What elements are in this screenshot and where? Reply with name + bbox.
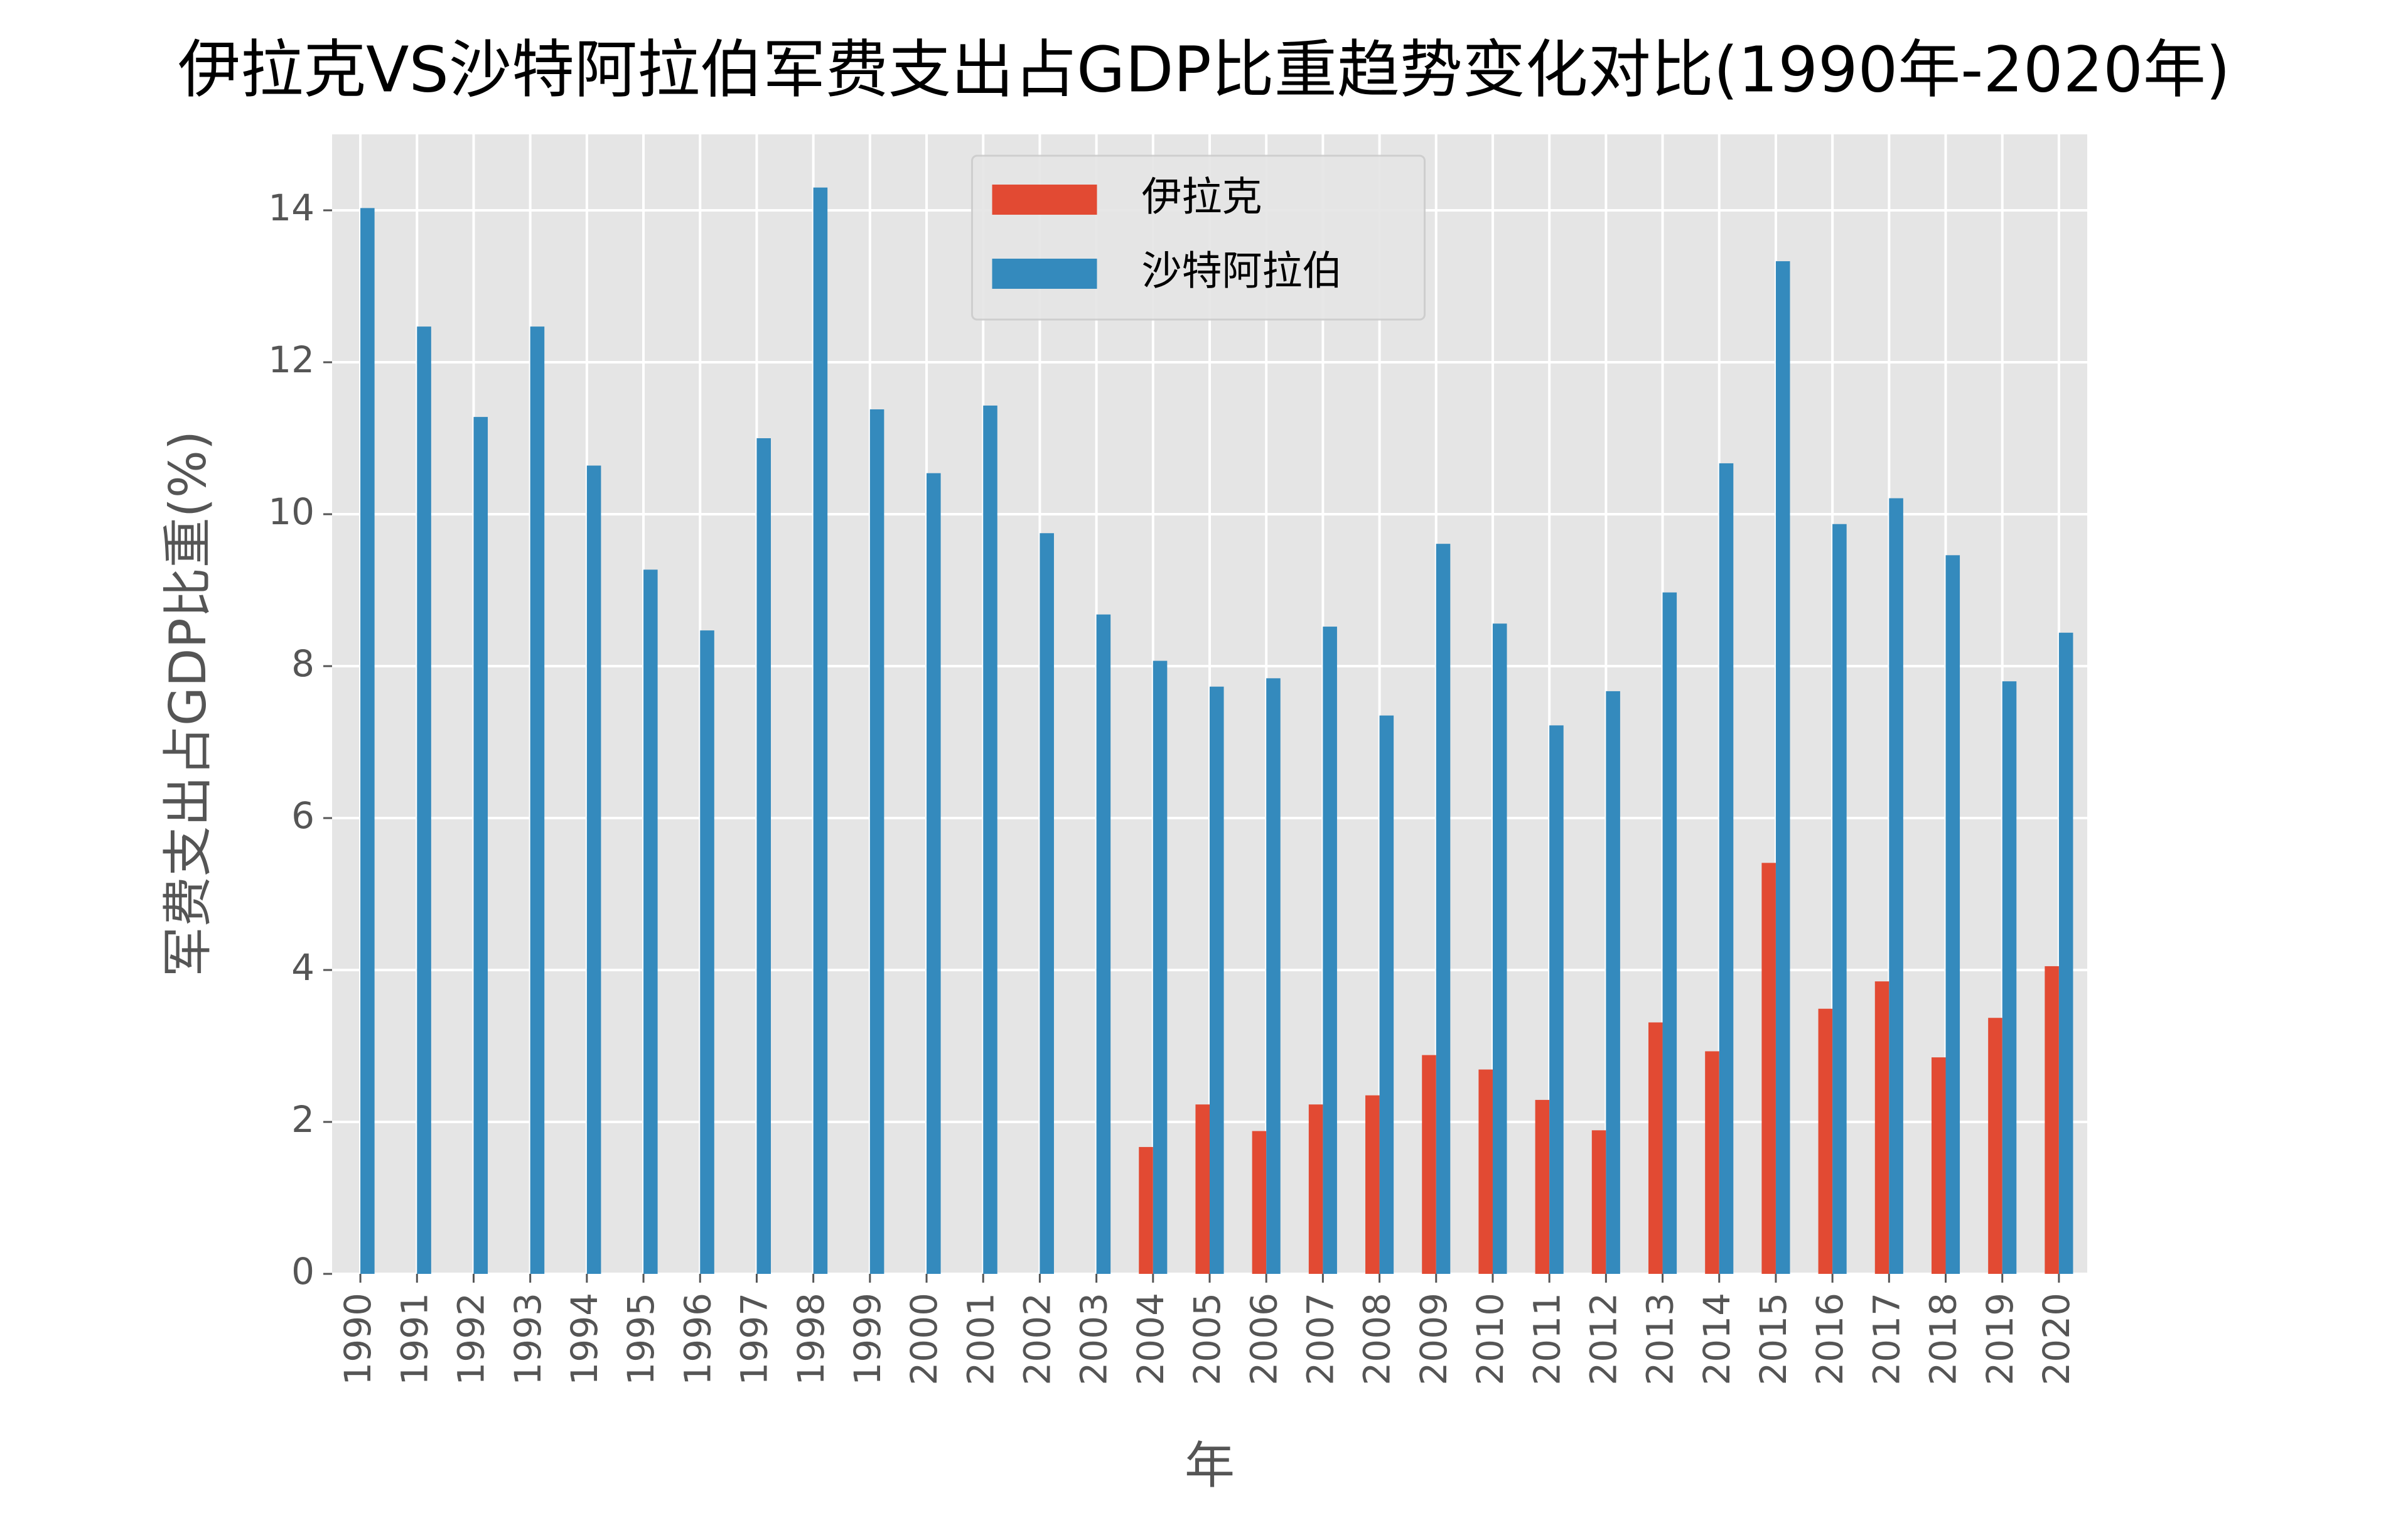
- bar: [1308, 1104, 1323, 1274]
- bar: [530, 326, 545, 1274]
- legend-label: 沙特阿拉伯: [1142, 249, 1343, 295]
- y-tick-label: 14: [268, 186, 314, 229]
- x-tick-label: 1995: [620, 1293, 662, 1386]
- y-axis-label: 军费支出占GDP比重(%): [159, 431, 217, 977]
- bar: [1719, 463, 1734, 1274]
- bar: [2002, 681, 2017, 1274]
- bar: [2058, 632, 2073, 1274]
- bar: [1040, 533, 1054, 1274]
- x-tick-label: 1999: [846, 1293, 889, 1386]
- bar: [473, 417, 488, 1274]
- x-tick-label: 2015: [1752, 1293, 1795, 1386]
- x-tick-label: 2016: [1809, 1293, 1851, 1386]
- x-tick-label: 2003: [1073, 1293, 1115, 1386]
- bar: [1535, 1099, 1550, 1274]
- bar: [360, 208, 375, 1274]
- x-tick-label: 2008: [1356, 1293, 1399, 1386]
- y-tick-label: 2: [291, 1098, 314, 1141]
- x-tick-label: 2011: [1525, 1293, 1568, 1386]
- bar: [643, 569, 658, 1274]
- x-tick-label: 2020: [2035, 1293, 2078, 1386]
- x-tick-label: 1993: [507, 1293, 549, 1386]
- bar: [700, 630, 714, 1274]
- bar: [1153, 660, 1168, 1274]
- legend-swatch: [992, 185, 1097, 215]
- y-tick-label: 4: [291, 946, 314, 989]
- x-tick-label: 1996: [676, 1293, 719, 1386]
- bar: [1648, 1022, 1663, 1274]
- bar: [1818, 1008, 1833, 1274]
- bar: [1705, 1051, 1719, 1274]
- x-tick-label: 2017: [1865, 1293, 1908, 1386]
- x-tick-label: 2012: [1582, 1293, 1625, 1386]
- x-tick-label: 1998: [790, 1293, 832, 1386]
- bar: [1606, 691, 1620, 1274]
- bar: [1252, 1131, 1267, 1274]
- bar: [586, 465, 601, 1274]
- x-tick-label: 2014: [1696, 1293, 1738, 1386]
- bar: [417, 326, 431, 1274]
- x-tick-label: 1991: [393, 1293, 436, 1386]
- x-tick-label: 1992: [450, 1293, 493, 1386]
- x-tick-label: 2010: [1469, 1293, 1512, 1386]
- x-axis-label: 年: [1185, 1436, 1235, 1495]
- x-tick-label: 2009: [1412, 1293, 1455, 1386]
- bar: [1775, 261, 1790, 1274]
- bar: [813, 187, 828, 1274]
- x-tick-label: 2013: [1639, 1293, 1682, 1386]
- bar: [1210, 686, 1224, 1274]
- bar: [1266, 678, 1281, 1274]
- x-tick-label: 2006: [1242, 1293, 1285, 1386]
- bar: [1988, 1018, 2002, 1274]
- x-tick-label: 2002: [1016, 1293, 1059, 1386]
- bar: [1096, 614, 1111, 1274]
- chart-title: 伊拉克VS沙特阿拉伯军费支出占GDP比重趋势变化对比(1990年-2020年): [178, 33, 2230, 106]
- x-tick-label: 2005: [1186, 1293, 1228, 1386]
- bar: [1195, 1104, 1210, 1274]
- x-tick-label: 1990: [336, 1293, 379, 1386]
- bar: [1931, 1057, 1946, 1274]
- bar: [1379, 715, 1394, 1274]
- bar: [1139, 1146, 1153, 1274]
- bar: [1591, 1130, 1606, 1274]
- y-tick-label: 12: [268, 338, 314, 381]
- bar: [756, 438, 771, 1274]
- y-tick-label: 6: [291, 794, 314, 837]
- bar: [1478, 1069, 1493, 1274]
- legend-swatch: [992, 259, 1097, 289]
- bar: [1832, 524, 1847, 1274]
- bar: [1761, 863, 1776, 1274]
- y-tick-label: 0: [291, 1250, 314, 1293]
- bar: [927, 473, 941, 1274]
- bar: [1945, 555, 1960, 1274]
- x-tick-label: 2000: [903, 1293, 945, 1386]
- bar: [1549, 725, 1564, 1274]
- x-tick-label: 1994: [563, 1293, 606, 1386]
- bar: [1365, 1095, 1380, 1274]
- y-tick-label: 10: [268, 490, 314, 533]
- legend-label: 伊拉克: [1142, 175, 1262, 221]
- x-tick-label: 2004: [1129, 1293, 1172, 1386]
- bar: [1874, 981, 1889, 1274]
- bar: [1889, 498, 1903, 1274]
- x-tick-label: 2001: [959, 1293, 1002, 1386]
- bar: [1492, 623, 1507, 1274]
- x-tick-label: 2019: [1979, 1293, 2021, 1386]
- bar: [1323, 627, 1337, 1274]
- bar: [1662, 592, 1677, 1274]
- bar: [2045, 966, 2059, 1274]
- bar: [983, 405, 997, 1274]
- x-tick-label: 1997: [733, 1293, 776, 1386]
- y-tick-label: 8: [291, 642, 314, 685]
- x-tick-label: 2018: [1922, 1293, 1965, 1386]
- bar: [1422, 1055, 1436, 1274]
- x-tick-label: 2007: [1299, 1293, 1341, 1386]
- bar: [869, 409, 884, 1274]
- bar: [1436, 544, 1451, 1274]
